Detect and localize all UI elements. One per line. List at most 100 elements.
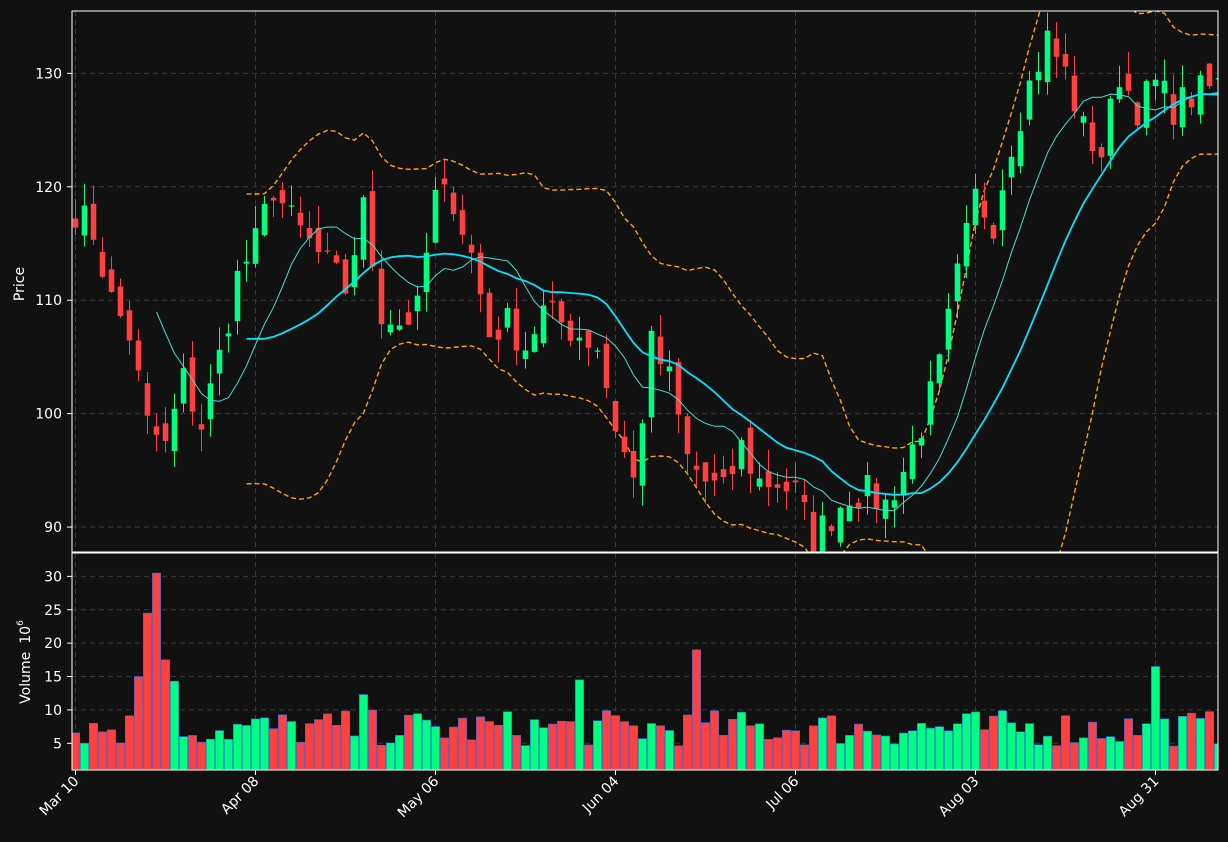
- volume-bar: [808, 725, 818, 770]
- volume-bar: [970, 711, 980, 770]
- candle-body: [549, 301, 556, 303]
- candle-body: [279, 190, 286, 204]
- volume-bar: [907, 730, 917, 770]
- volume-bar: [161, 659, 171, 770]
- volume-bar: [628, 725, 638, 770]
- x-tick-label: Aug 31: [1116, 774, 1162, 820]
- price-y-axis: 90 100 110 120 130: [35, 66, 72, 536]
- candle-body: [531, 334, 538, 352]
- volume-bar: [691, 649, 701, 770]
- candle-body: [783, 481, 790, 492]
- volume-bar: [493, 724, 503, 770]
- candle-body: [603, 343, 610, 389]
- volume-bar: [1214, 743, 1218, 770]
- candle-body: [747, 427, 754, 474]
- candle-body: [1071, 75, 1078, 112]
- x-tick-label: Jul 06: [763, 773, 803, 813]
- volume-bar: [1097, 738, 1107, 770]
- volume-bar: [1052, 745, 1062, 770]
- candle-body: [990, 224, 997, 239]
- volume-bar: [1070, 742, 1080, 770]
- volume-bar: [421, 719, 431, 770]
- candle-body: [495, 329, 502, 340]
- candle-body: [360, 197, 367, 260]
- volume-tick-label: 25: [44, 603, 62, 619]
- candle-body: [1215, 78, 1218, 80]
- volume-bar: [736, 711, 746, 770]
- volume-bar: [1223, 740, 1228, 770]
- candle-body: [738, 440, 745, 470]
- candle-body: [315, 227, 322, 253]
- volume-bar: [295, 741, 305, 770]
- volume-bar: [682, 714, 692, 770]
- candle-body: [1017, 131, 1024, 167]
- volume-bar: [1178, 716, 1188, 770]
- volume-panel-frame: [71, 552, 1219, 771]
- candle-body: [99, 251, 106, 277]
- volume-bar: [538, 727, 548, 770]
- candle-body: [981, 200, 988, 218]
- candle-body: [765, 471, 772, 488]
- candle-body: [1116, 87, 1123, 100]
- volume-bar: [1088, 721, 1098, 770]
- candle-body: [1161, 80, 1168, 94]
- volume-bar: [466, 739, 476, 770]
- candle-body: [126, 310, 133, 341]
- volume-bar: [592, 720, 602, 770]
- mav-short-line: [156, 92, 1218, 512]
- candle-body: [882, 499, 889, 519]
- candle-body: [810, 511, 817, 552]
- candle-body: [999, 190, 1006, 231]
- volume-bar: [1079, 737, 1089, 770]
- volume-bar: [709, 710, 719, 770]
- volume-bar: [1124, 718, 1134, 770]
- candle-body: [657, 336, 664, 365]
- candle-body: [369, 191, 376, 267]
- candle-body: [1062, 53, 1069, 67]
- volume-bar: [188, 735, 198, 770]
- volume-bar: [754, 723, 764, 770]
- candle-body: [423, 252, 430, 293]
- candle-body: [576, 337, 583, 341]
- candle-body: [711, 472, 718, 481]
- volume-bar: [1187, 712, 1197, 770]
- candle-body: [207, 383, 214, 420]
- volume-bar: [745, 725, 755, 770]
- candle-body: [954, 263, 961, 302]
- volume-bar: [484, 721, 494, 770]
- candle-body: [1197, 75, 1204, 115]
- volume-bar: [367, 709, 377, 770]
- volume-bar: [556, 720, 566, 770]
- candle-body: [342, 259, 349, 294]
- volume-bar: [143, 612, 153, 770]
- candle-body: [189, 357, 196, 412]
- volume-bar: [772, 737, 782, 770]
- volume-bar: [394, 735, 404, 770]
- candle-body: [792, 480, 799, 483]
- candle-body: [540, 305, 547, 344]
- volume-bar: [251, 718, 261, 770]
- candle-body: [1188, 98, 1195, 108]
- candle-body: [108, 269, 115, 292]
- volume-bar: [655, 725, 665, 770]
- candle-body: [396, 325, 403, 330]
- volume-bar: [376, 744, 386, 770]
- volume-bar: [853, 723, 863, 770]
- volume-bar: [835, 743, 845, 770]
- volume-bar: [1142, 723, 1152, 770]
- candle-body: [837, 507, 844, 543]
- volume-bar: [727, 718, 737, 770]
- volume-bar: [1106, 736, 1116, 770]
- candle-body: [1026, 80, 1033, 120]
- price-tick-label: 120: [35, 180, 62, 196]
- candle-body: [387, 324, 394, 333]
- candle-body: [864, 475, 871, 497]
- volume-bar: [349, 735, 359, 770]
- volume-tick-label: 5: [53, 736, 62, 752]
- candle-body: [261, 203, 268, 236]
- volume-bar: [385, 742, 395, 770]
- bollinger-bands: [246, 11, 1218, 552]
- candle-body: [297, 212, 304, 226]
- candle-body: [1206, 63, 1213, 87]
- candle-body: [927, 381, 934, 425]
